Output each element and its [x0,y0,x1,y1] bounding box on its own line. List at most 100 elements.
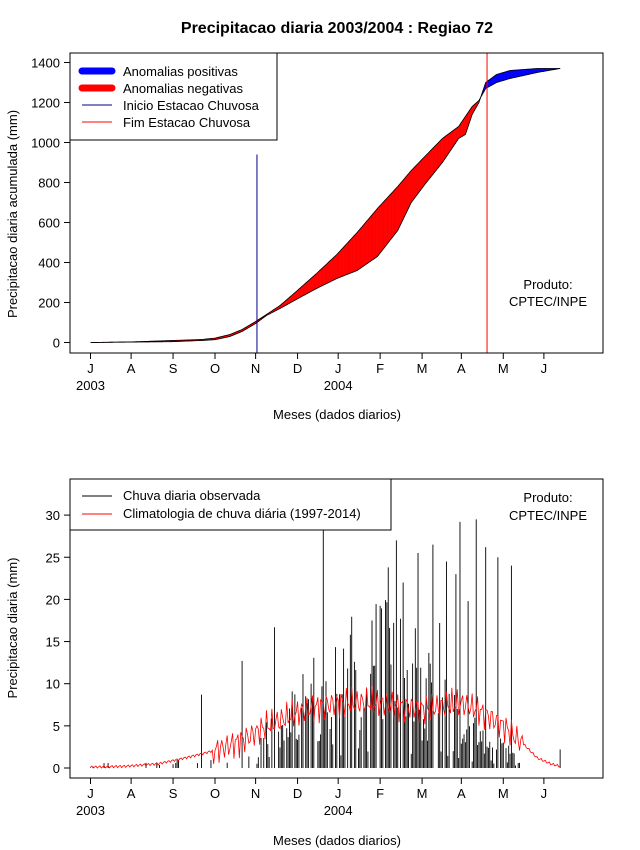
negative-anomaly-segment [394,187,397,235]
negative-anomaly-segment [346,242,348,276]
positive-anomaly-segment [528,68,531,75]
product-label: Produto: [523,490,572,505]
x-tick-label: F [376,786,384,801]
positive-anomaly-segment [531,68,534,74]
negative-anomaly-segment [440,138,443,165]
negative-anomaly-segment [333,255,336,281]
negative-anomaly-segment [447,133,450,156]
y-tick-label: 25 [46,550,60,565]
negative-anomaly-segment [363,222,366,267]
positive-anomaly-segment [523,69,526,76]
x-tick-label: J [87,786,94,801]
negative-anomaly-segment [446,134,448,158]
negative-anomaly-segment [300,286,302,298]
positive-anomaly-segment [526,68,528,76]
negative-anomaly-segment [350,237,352,274]
negative-anomaly-segment [385,197,388,247]
y-tick-label: 1400 [31,56,60,71]
negative-anomaly-segment [308,279,310,294]
legend-label-observed: Chuva diaria observada [123,488,261,503]
legend-label-positive: Anomalias positivas [123,64,238,79]
negative-anomaly-segment [366,219,369,265]
x-tick-label: J [87,361,94,376]
y-tick-label: 0 [53,761,60,776]
x-tick-label: D [293,361,302,376]
negative-anomaly-segment [374,209,377,259]
negative-anomaly-segment [424,154,427,186]
negative-anomaly-segment [328,260,331,283]
negative-anomaly-segment [393,188,396,237]
negative-anomaly-segment [411,168,413,204]
negative-anomaly-segment [358,228,361,270]
positive-anomaly-segment [505,71,508,80]
negative-anomaly-segment [432,146,435,175]
y-tick-label: 1000 [31,136,60,151]
y-tick-label: 200 [38,296,60,311]
negative-anomaly-segment [400,181,402,225]
legend: Anomalias positivas Anomalias negativas … [69,52,278,141]
positive-anomaly-segment [511,70,513,79]
negative-anomaly-segment [377,206,379,258]
negative-anomaly-segment [310,276,313,292]
negative-anomaly-segment [462,117,465,137]
product-source: CPTEC/INPE [509,294,587,309]
positive-anomaly-segment [515,69,518,78]
negative-anomaly-segment [381,202,384,252]
climatology-daily-line [90,686,561,769]
negative-anomaly-segment [420,158,423,191]
negative-anomaly-segment [409,169,412,206]
x-axis: J A S O N D J F M A M J 2003 2004 [76,352,548,393]
negative-anomaly-segment [416,163,419,196]
y-tick-label: 1200 [31,96,60,111]
negative-anomaly-segment [362,223,365,268]
negative-anomaly-segment [427,151,430,182]
positive-anomaly-segment [500,72,503,82]
negative-anomaly-segment [337,251,340,279]
negative-anomaly-segment [408,171,411,209]
negative-anomaly-segment [450,131,453,152]
negative-anomaly-segment [463,115,466,136]
negative-anomaly-segment [434,144,436,174]
y-axis-label: Precipitacao diaria (mm) [5,558,20,699]
negative-anomaly-segment [336,252,339,279]
x-tick-label: J [335,786,342,801]
x-tick-label: N [251,361,260,376]
negative-anomaly-segment [435,143,438,172]
negative-anomaly-segment [367,217,370,264]
positive-anomaly-segment [512,69,515,79]
negative-anomaly-segment [371,212,374,261]
negative-anomaly-segment [342,246,344,277]
x-tick-label: O [210,786,220,801]
observed-cumulative-line [90,68,561,343]
negative-anomaly-segment [319,269,321,288]
negative-anomaly-segment [425,153,428,184]
x-tick-label: A [127,361,136,376]
negative-anomaly-segment [351,236,354,273]
x-tick-label: J [335,361,342,376]
x-tick-label: J [541,361,548,376]
negative-anomaly-segment [444,135,447,160]
positive-anomaly-segment [520,69,523,77]
negative-anomaly-segment [323,265,325,286]
x-axis: J A S O N D J F M A M J 2003 2004 [76,777,547,818]
x-year-label: 2003 [76,378,105,393]
negative-anomaly-segment [305,281,308,295]
negative-anomaly-segment [405,174,408,214]
positive-anomaly-segment [534,68,536,74]
x-tick-label: D [293,786,302,801]
negative-anomaly-segment [352,234,355,273]
positive-anomaly-segment [499,73,501,82]
negative-anomaly-segment [383,199,386,249]
negative-anomaly-segment [439,139,442,167]
negative-anomaly-segment [386,196,389,245]
x-tick-label: A [127,786,136,801]
negative-anomaly-segment [413,165,416,200]
negative-anomaly-segment [431,147,434,177]
x-year-label: 2004 [324,378,353,393]
negative-anomaly-segment [417,161,420,195]
negative-anomaly-segment [314,273,317,290]
negative-anomaly-segment [344,243,347,276]
negative-anomaly-segment [343,245,346,277]
positive-anomaly-segment [524,69,527,76]
y-tick-label: 5 [53,719,60,734]
